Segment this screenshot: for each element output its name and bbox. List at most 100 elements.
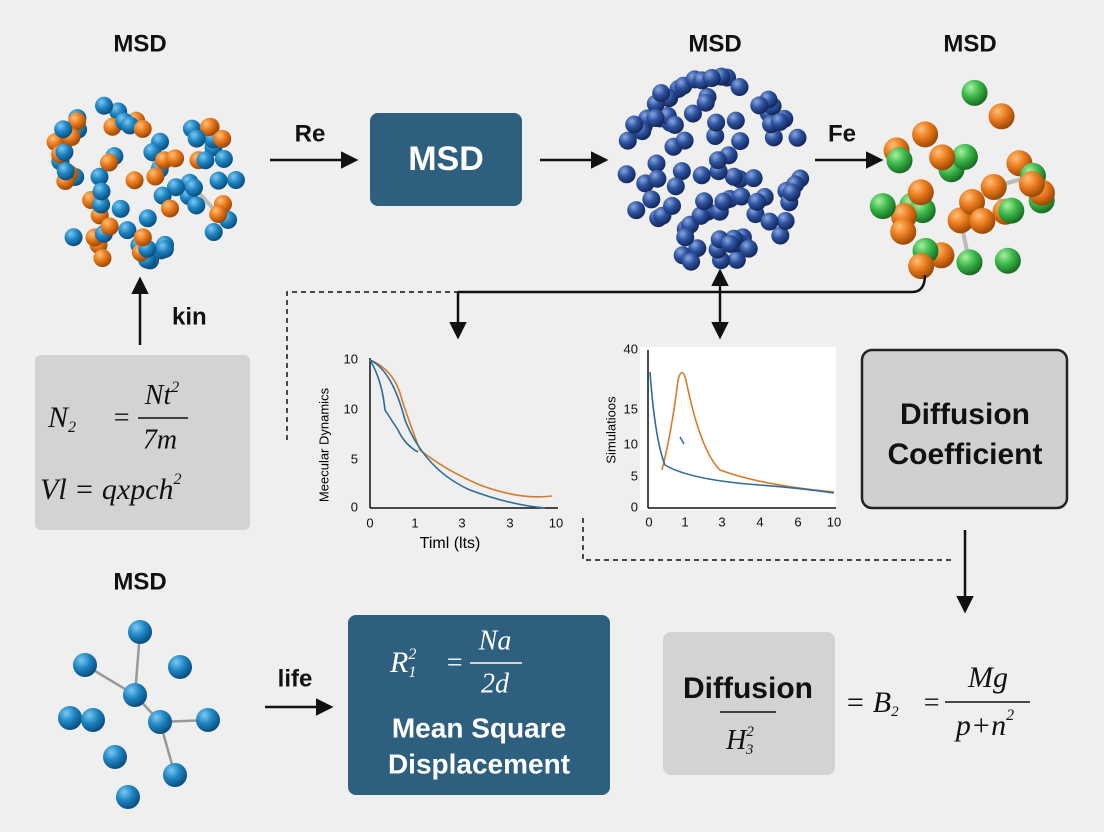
curve — [369, 359, 553, 498]
equals: = — [112, 402, 131, 433]
diffusion-box — [860, 348, 1069, 510]
equals: = — [445, 647, 464, 678]
atom — [166, 178, 185, 197]
molecule-art — [46, 67, 1055, 809]
arrow-label: kin — [172, 303, 207, 330]
atom — [869, 193, 896, 220]
atom — [702, 69, 721, 88]
superscript: 2 — [408, 646, 416, 663]
symbol: N — [47, 401, 70, 434]
atom — [688, 239, 707, 258]
atom — [714, 192, 733, 211]
atom — [732, 187, 751, 206]
atom — [726, 111, 745, 130]
atom — [209, 205, 228, 224]
atom — [788, 128, 807, 147]
y-axis-label: Meecular Dynamics — [316, 387, 331, 502]
subscript: 3 — [745, 742, 754, 758]
x-axis-label: Timl (lts) — [420, 535, 481, 552]
atom — [133, 228, 152, 247]
formula: = B2 — [845, 686, 899, 721]
atom — [163, 763, 187, 787]
curve — [369, 359, 546, 509]
box-label: MSD — [408, 140, 484, 178]
chart-right: Simulatioos — [603, 347, 836, 510]
atom — [68, 112, 87, 131]
atom — [148, 710, 172, 734]
atom — [123, 683, 147, 707]
subscript: 1 — [408, 664, 416, 681]
atom — [695, 192, 714, 211]
plot-area — [640, 347, 836, 510]
atom — [760, 212, 779, 231]
symbol: R — [389, 646, 408, 679]
x-tick-label: 0 — [366, 515, 373, 530]
atom — [652, 84, 671, 103]
diffusion-formula-box — [663, 632, 835, 775]
curve — [661, 371, 835, 493]
atom — [187, 129, 206, 148]
curve — [369, 359, 419, 453]
atom — [675, 131, 694, 150]
atom — [73, 653, 97, 677]
symbol: Vl = qxpch — [40, 473, 174, 506]
atom — [912, 121, 939, 148]
box-label: Diffusion — [683, 672, 813, 705]
atom — [782, 183, 801, 202]
atom — [92, 195, 111, 214]
formula: Vl = qxpch2 — [40, 471, 182, 506]
atom — [676, 228, 695, 247]
y-tick-label: 10 — [624, 436, 638, 451]
atom — [730, 78, 749, 97]
atom — [646, 109, 665, 128]
label: MSD — [113, 30, 166, 57]
box-label: Diffusion — [900, 398, 1030, 431]
atom — [138, 209, 157, 228]
atom — [666, 177, 685, 196]
atom — [720, 234, 739, 253]
atom — [907, 179, 934, 206]
y-tick-label: 10 — [344, 401, 358, 416]
atom — [196, 708, 220, 732]
symbol: Nt — [144, 380, 173, 411]
symbol: p+n — [954, 709, 1006, 742]
atom — [55, 143, 74, 162]
subscript: 2 — [68, 419, 76, 436]
superscript: 2 — [171, 379, 179, 396]
atom — [617, 165, 636, 184]
formula: R2 1 — [389, 646, 416, 681]
atom — [951, 143, 978, 170]
numerator: Nt2 — [144, 379, 179, 412]
y-axis-label: Simulatioos — [603, 396, 618, 464]
msd-box — [370, 113, 522, 206]
arrow-label: Re — [295, 120, 326, 147]
x-tick-label: 1 — [411, 515, 418, 530]
x-tick-label: 6 — [794, 514, 801, 529]
atom — [204, 223, 223, 242]
atom — [696, 93, 715, 112]
y-tick-label: 10 — [344, 351, 358, 366]
denominator: 2d — [481, 668, 510, 699]
atom — [95, 96, 114, 115]
atom — [956, 249, 983, 276]
atom — [209, 171, 228, 190]
atom — [155, 240, 174, 259]
atom — [908, 253, 935, 280]
atom — [618, 131, 637, 150]
x-tick-label: 4 — [756, 514, 763, 529]
denominator: p+n2 — [954, 707, 1014, 742]
x-tick-label: 0 — [645, 514, 652, 529]
atom — [665, 115, 684, 134]
box-label: Mean Square — [392, 712, 566, 743]
symbol: = B — [845, 686, 891, 719]
x-tick-label: 3 — [458, 515, 465, 530]
atom — [103, 745, 127, 769]
superscript: 2 — [746, 724, 754, 740]
atom — [146, 167, 165, 186]
atom — [929, 144, 956, 171]
atom — [64, 228, 83, 247]
atom — [890, 218, 917, 245]
atom — [672, 162, 691, 181]
y-tick-label: 0 — [351, 499, 358, 514]
arrow-label: life — [278, 665, 313, 692]
